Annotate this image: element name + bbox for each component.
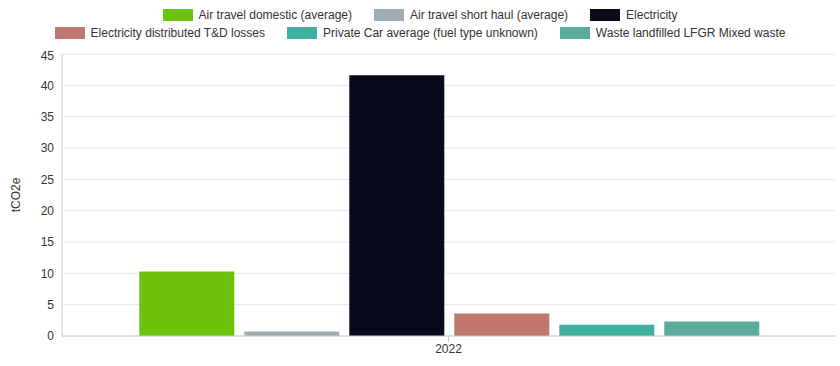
svg-text:20: 20: [41, 204, 55, 218]
svg-text:45: 45: [41, 49, 55, 63]
html-text:Air travel short haul (average: Air travel short haul (average): [410, 8, 569, 22]
svg-text:40: 40: [41, 79, 55, 93]
svg-text:tCO2e: tCO2e: [9, 177, 23, 212]
svg-text:10: 10: [41, 267, 55, 281]
svg-text:5: 5: [47, 298, 54, 312]
html-text:Electricity distributed T&D lo: Electricity distributed T&D losses: [90, 26, 265, 40]
svg-text:15: 15: [41, 235, 55, 249]
html-text:Air travel domestic (average): Air travel domestic (average): [198, 8, 352, 22]
svg-text:2022: 2022: [435, 342, 462, 356]
svg-text:35: 35: [41, 110, 55, 124]
svg-text:25: 25: [41, 173, 55, 187]
html-text:Private Car average (fuel type: Private Car average (fuel type unknown): [323, 26, 538, 40]
svg-text:30: 30: [41, 141, 55, 155]
svg-text:0: 0: [47, 329, 54, 343]
html-text:Waste landfilled LFGR Mixed wa: Waste landfilled LFGR Mixed waste: [595, 26, 786, 40]
html-text:Electricity: Electricity: [626, 8, 678, 22]
